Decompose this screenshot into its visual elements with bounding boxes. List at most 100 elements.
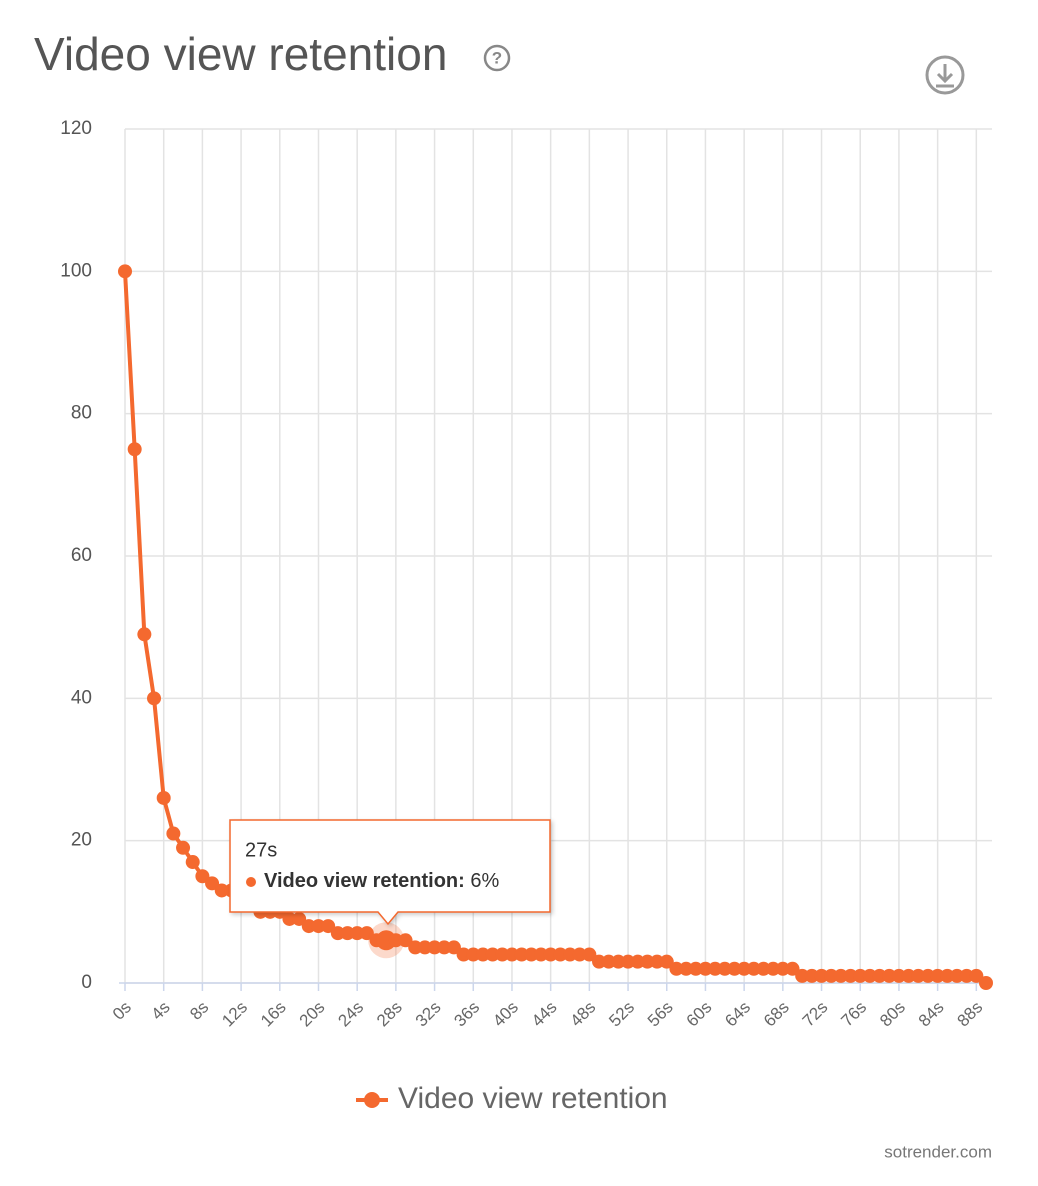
point <box>940 968 955 983</box>
point <box>195 869 210 884</box>
point <box>147 691 162 706</box>
point <box>727 961 742 976</box>
point <box>746 961 761 976</box>
x-tick-label: 80s <box>876 998 909 1031</box>
point <box>833 968 848 983</box>
x-tick-label: 28s <box>373 998 406 1031</box>
y-tick-label: 120 <box>60 118 92 139</box>
point <box>969 968 984 983</box>
x-tick-label: 88s <box>954 998 987 1031</box>
point <box>388 933 403 948</box>
x-tick-label: 84s <box>915 998 948 1031</box>
point <box>485 947 500 962</box>
x-tick-label: 12s <box>218 998 251 1031</box>
point <box>891 968 906 983</box>
point <box>475 947 490 962</box>
x-tick-label: 36s <box>450 998 483 1031</box>
point <box>717 961 732 976</box>
svg-text:?: ? <box>492 48 502 67</box>
point <box>311 919 326 934</box>
point <box>756 961 771 976</box>
x-tick-label: 72s <box>799 998 832 1031</box>
point <box>804 968 819 983</box>
x-tick-label: 76s <box>837 998 870 1031</box>
x-tick-label: 68s <box>760 998 793 1031</box>
x-tick-label: 0s <box>109 998 135 1024</box>
point <box>795 968 810 983</box>
point <box>785 961 800 976</box>
point <box>292 911 307 926</box>
tooltip: 27s Video view retention: 6% <box>229 819 551 926</box>
point <box>350 926 365 941</box>
point <box>872 968 887 983</box>
x-tick-label: 64s <box>721 998 754 1031</box>
point <box>920 968 935 983</box>
point <box>514 947 529 962</box>
point <box>427 940 442 955</box>
point <box>688 961 703 976</box>
point <box>582 947 597 962</box>
point <box>340 926 355 941</box>
point <box>118 264 132 279</box>
point <box>669 961 684 976</box>
point <box>437 940 452 955</box>
point <box>456 947 471 962</box>
point <box>185 855 200 870</box>
point <box>408 940 423 955</box>
point <box>330 926 345 941</box>
point <box>911 968 926 983</box>
point <box>466 947 481 962</box>
point <box>417 940 432 955</box>
x-tick-label: 8s <box>186 998 212 1024</box>
point <box>679 961 694 976</box>
point <box>592 954 607 969</box>
point <box>137 627 152 642</box>
point <box>359 926 374 941</box>
point <box>166 826 181 841</box>
y-tick-label: 80 <box>71 403 92 424</box>
point <box>630 954 645 969</box>
download-icon[interactable] <box>925 55 965 95</box>
point <box>824 968 839 983</box>
legend-label: Video view retention <box>398 1082 668 1115</box>
y-tick-label: 0 <box>81 972 92 993</box>
point <box>901 968 916 983</box>
x-tick-label: 20s <box>296 998 329 1031</box>
point <box>572 947 587 962</box>
x-tick-label: 48s <box>567 998 600 1031</box>
point <box>176 840 191 855</box>
y-tick-label: 40 <box>71 687 92 708</box>
point <box>814 968 829 983</box>
x-tick-label: 40s <box>489 998 522 1031</box>
help-icon[interactable]: ? <box>483 44 511 72</box>
point <box>737 961 752 976</box>
x-tick-label: 52s <box>605 998 638 1031</box>
point <box>127 442 142 457</box>
point <box>698 961 713 976</box>
y-tick-label: 60 <box>71 545 92 566</box>
point <box>621 954 636 969</box>
point <box>446 940 461 955</box>
legend[interactable]: Video view retention <box>356 1082 668 1115</box>
point <box>301 919 316 934</box>
point <box>949 968 964 983</box>
point <box>214 883 229 898</box>
point <box>601 954 616 969</box>
y-tick-label: 20 <box>71 830 92 851</box>
point <box>398 933 413 948</box>
credit: sotrender.com <box>884 1142 992 1161</box>
tooltip-label: Video view retention: 6% <box>264 870 499 892</box>
tooltip-title: 27s <box>245 839 277 861</box>
point <box>524 947 539 962</box>
point <box>862 968 877 983</box>
chart-title: Video view retention <box>34 28 447 80</box>
point <box>156 790 171 805</box>
point <box>640 954 655 969</box>
point <box>650 954 665 969</box>
point <box>959 968 974 983</box>
tooltip-series: Video view retention: <box>264 870 465 892</box>
point <box>659 954 674 969</box>
point <box>930 968 945 983</box>
